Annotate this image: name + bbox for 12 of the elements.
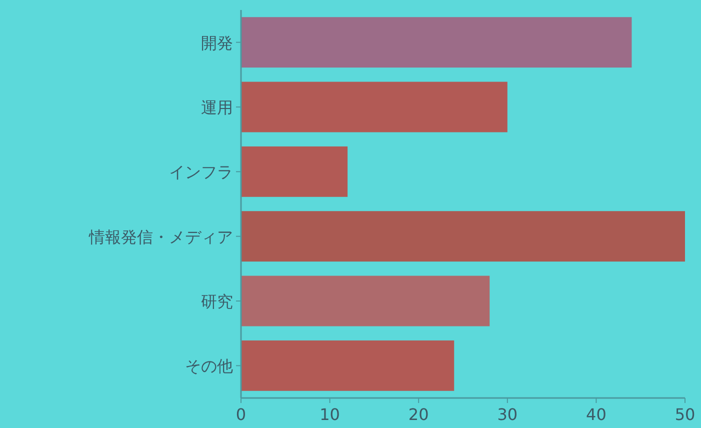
x-tick-label: 10	[320, 405, 340, 424]
y-tick-label: インフラ	[169, 162, 233, 182]
x-tick-label: 40	[586, 405, 606, 424]
x-tick-label: 30	[497, 405, 518, 424]
y-tick-label: 情報発信・メディア	[88, 227, 233, 246]
x-tick-label: 20	[408, 405, 429, 424]
y-tick-label: 運用	[201, 98, 233, 117]
x-tick-label: 50	[674, 405, 696, 424]
y-tick-label: 開発	[201, 33, 233, 52]
x-tick-label: 0	[236, 405, 246, 424]
y-tick-label: その他	[185, 356, 233, 376]
y-tick-label: 研究	[201, 292, 233, 311]
